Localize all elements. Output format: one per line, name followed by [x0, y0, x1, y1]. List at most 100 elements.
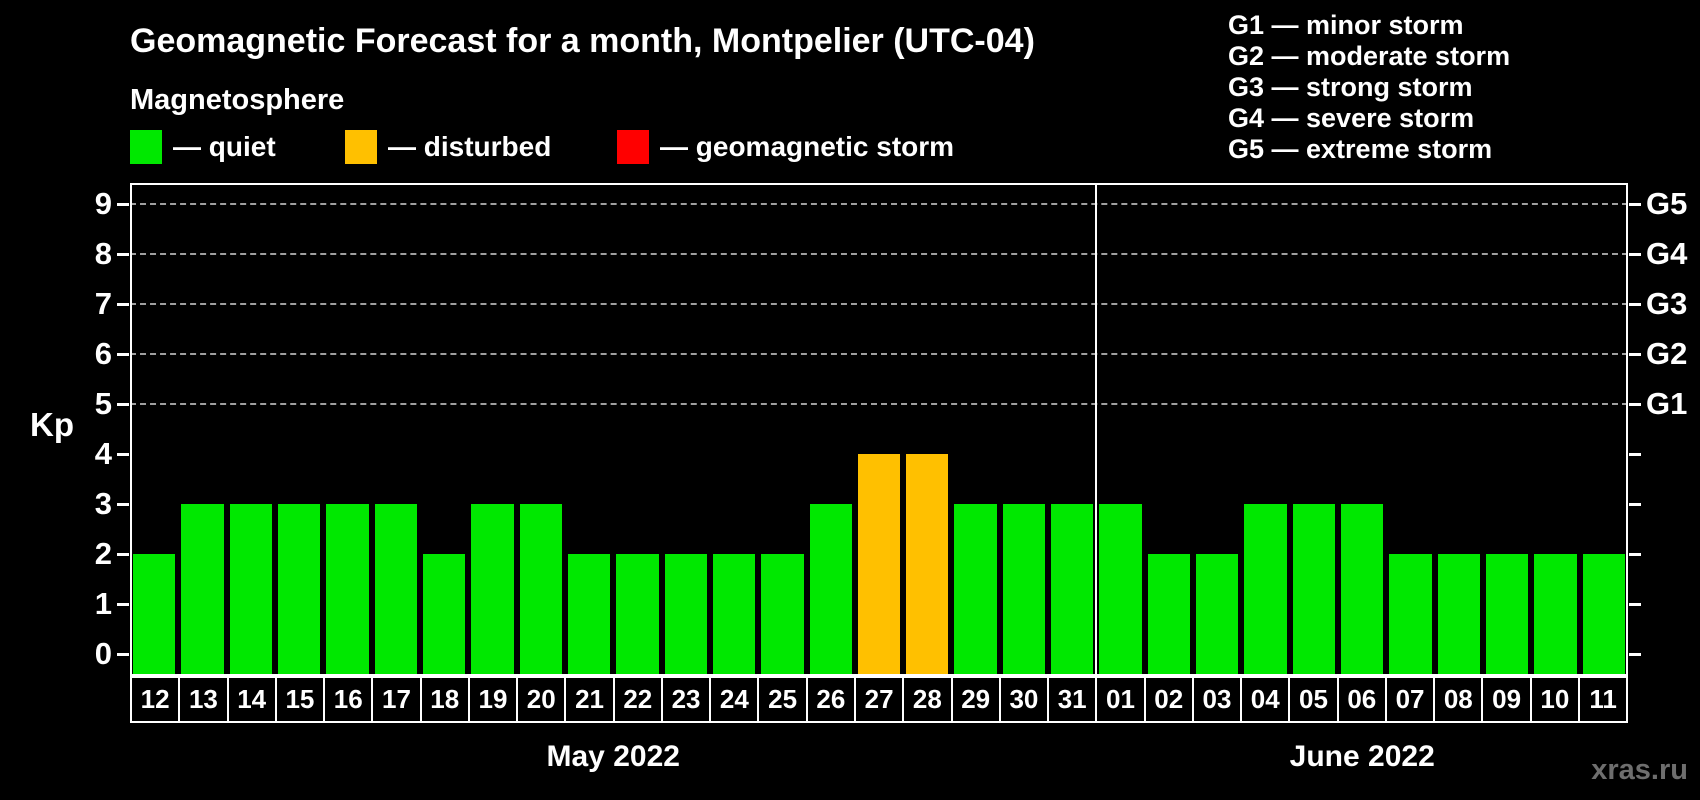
date-label-11: 11	[1577, 676, 1629, 723]
gridline-kp7	[130, 303, 1628, 305]
y-tick-label-9: 9	[94, 186, 112, 221]
y-tick-left-3	[117, 503, 129, 506]
bar-day-15	[277, 504, 321, 676]
y-tick-left-1	[117, 603, 129, 606]
legend-label-storm: — geomagnetic storm	[660, 131, 955, 162]
date-label-30: 30	[998, 676, 1050, 723]
y-tick-left-6	[117, 353, 129, 356]
y-tick-right-9	[1629, 203, 1641, 206]
y-tick-label-6: 6	[94, 336, 112, 371]
y-tick-label-5: 5	[94, 386, 112, 421]
y-tick-right-1	[1629, 603, 1641, 606]
date-label-12: 12	[130, 676, 181, 723]
g-level-label-G5: G5	[1646, 186, 1688, 221]
bar-day-20	[519, 504, 562, 676]
gridline-kp9	[130, 203, 1628, 205]
plot-area	[130, 183, 1628, 676]
date-label-31: 31	[1047, 676, 1098, 723]
y-tick-left-4	[117, 453, 129, 456]
y-tick-right-2	[1629, 553, 1641, 556]
status-legend: — quiet — disturbed — geomagnetic storm	[0, 130, 1700, 170]
date-label-08: 08	[1433, 676, 1484, 723]
gridline-kp6	[130, 353, 1628, 355]
date-axis: 12 13 14 15 16 17 18 19 20 21 22 23 24 25 26 27 28 29 30 31…	[130, 676, 1629, 723]
month-separator	[1095, 183, 1098, 676]
legend-item-quiet: — quiet	[130, 130, 276, 164]
date-label-13: 13	[178, 676, 229, 723]
y-tick-left-5	[117, 403, 129, 406]
y-tick-label-0: 0	[94, 636, 112, 671]
bar-day-01	[1099, 504, 1142, 676]
date-label-26: 26	[805, 676, 856, 723]
disturbed-swatch-icon	[345, 130, 377, 164]
bar-day-23	[664, 554, 707, 676]
g-level-label-G1: G1	[1646, 386, 1688, 421]
date-label-22: 22	[612, 676, 663, 723]
y-tick-right-4	[1629, 453, 1641, 456]
g-level-label-G2: G2	[1646, 336, 1688, 371]
date-label-04: 04	[1240, 676, 1291, 723]
y-tick-right-6	[1629, 353, 1641, 356]
g-level-label-G3: G3	[1646, 286, 1688, 321]
legend-label-quiet: — quiet	[173, 131, 276, 162]
bar-day-05	[1292, 504, 1336, 676]
gridline-kp5	[130, 403, 1628, 405]
g-legend-line-3: G3 — strong storm	[1228, 72, 1473, 102]
g-legend-line-2: G2 — moderate storm	[1228, 41, 1511, 71]
chart-title: Geomagnetic Forecast for a month, Montpe…	[130, 22, 1035, 60]
y-tick-right-0	[1629, 653, 1641, 656]
y-tick-label-8: 8	[94, 236, 112, 271]
bar-day-22	[616, 554, 659, 676]
bar-day-28	[906, 454, 949, 676]
date-label-14: 14	[226, 676, 277, 723]
bar-day-09	[1486, 554, 1529, 676]
y-tick-left-8	[117, 253, 129, 256]
bar-day-16	[326, 504, 369, 676]
bar-day-21	[567, 554, 611, 676]
g-level-label-G4: G4	[1646, 236, 1688, 271]
y-tick-label-3: 3	[94, 486, 112, 521]
bar-day-24	[712, 554, 756, 676]
bar-day-17	[374, 504, 417, 676]
date-label-20: 20	[516, 676, 567, 723]
bar-day-29	[954, 504, 997, 676]
date-label-29: 29	[950, 676, 1001, 723]
y-axis-title: Kp	[30, 406, 74, 443]
gridline-kp8	[130, 253, 1628, 255]
date-label-23: 23	[660, 676, 712, 723]
y-tick-label-2: 2	[94, 536, 112, 571]
g-legend-line-1: G1 — minor storm	[1228, 10, 1464, 40]
bar-day-07	[1389, 554, 1432, 676]
date-label-25: 25	[757, 676, 808, 723]
bar-day-10	[1534, 554, 1577, 676]
bar-day-19	[471, 504, 514, 676]
date-label-07: 07	[1384, 676, 1436, 723]
y-tick-label-4: 4	[94, 436, 112, 471]
y-tick-left-7	[117, 303, 129, 306]
bar-day-11	[1582, 554, 1625, 676]
date-label-16: 16	[323, 676, 374, 723]
date-label-01: 01	[1095, 676, 1146, 723]
bar-day-04	[1244, 504, 1287, 676]
y-tick-left-0	[117, 653, 129, 656]
bar-day-02	[1147, 554, 1191, 676]
y-tick-right-7	[1629, 303, 1641, 306]
bar-day-13	[181, 504, 224, 676]
date-label-21: 21	[564, 676, 615, 723]
date-label-28: 28	[902, 676, 953, 723]
legend-title: Magnetosphere	[130, 84, 345, 116]
date-label-09: 09	[1481, 676, 1532, 723]
y-tick-left-2	[117, 553, 129, 556]
y-tick-right-3	[1629, 503, 1641, 506]
watermark: xras.ru	[1591, 754, 1688, 786]
bar-day-03	[1196, 554, 1239, 676]
date-label-03: 03	[1191, 676, 1243, 723]
date-label-19: 19	[467, 676, 519, 723]
date-label-18: 18	[419, 676, 470, 723]
legend-item-disturbed: — disturbed	[345, 130, 551, 164]
legend-label-disturbed: — disturbed	[388, 131, 552, 162]
date-label-24: 24	[709, 676, 760, 723]
y-tick-right-8	[1629, 253, 1641, 256]
g-legend-line-5: G5 — extreme storm	[1228, 134, 1493, 164]
